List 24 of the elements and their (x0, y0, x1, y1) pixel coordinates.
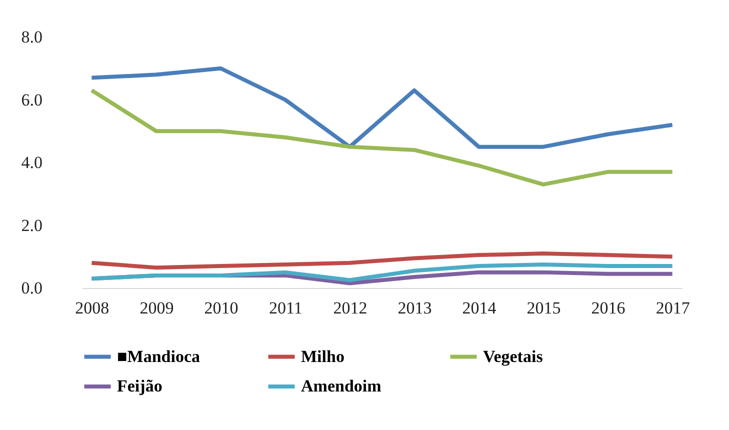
line-series (90, 66, 674, 149)
y-tick-label: 6.0 (21, 90, 42, 110)
legend-label: ■Mandioca (117, 346, 200, 366)
x-tick-label: 2014 (462, 298, 497, 318)
legend-label: Amendoim (301, 376, 382, 396)
line-series (90, 251, 674, 270)
legend-label: Vegetais (483, 346, 544, 366)
x-tick-label: 2011 (269, 298, 302, 318)
y-tick-label: 2.0 (21, 216, 42, 235)
legend-label: Feijão (117, 376, 162, 396)
x-tick-label: 2017 (656, 298, 690, 318)
y-tick-label: 0.0 (21, 278, 42, 298)
y-tick-label: 4.0 (21, 153, 42, 172)
x-tick-label: 2008 (75, 298, 110, 318)
line-series (90, 88, 674, 186)
x-tick-label: 2016 (591, 298, 626, 318)
x-tick-label: 2012 (333, 298, 368, 318)
legend-label: Milho (301, 346, 344, 366)
line-series (90, 262, 674, 282)
y-tick-label: 8.0 (21, 28, 42, 46)
x-tick-label: 2015 (526, 298, 561, 318)
x-tick-label: 2009 (140, 298, 174, 318)
x-tick-label: 2010 (204, 298, 238, 318)
x-tick-label: 2013 (398, 298, 432, 318)
